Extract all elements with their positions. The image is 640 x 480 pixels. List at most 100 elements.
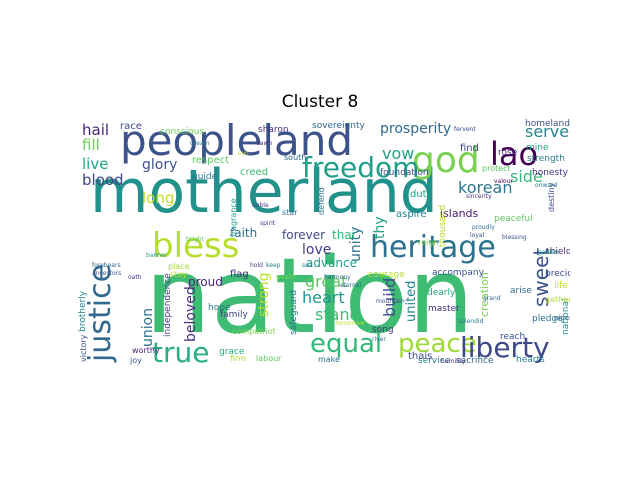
word-compatriot: compatriot — [232, 327, 276, 336]
word-build: build — [380, 278, 399, 317]
word-thais: thais — [408, 351, 432, 362]
word-bless: bless — [152, 226, 239, 266]
word-mine: mine — [526, 143, 549, 153]
word-hold: hold — [250, 262, 263, 269]
word-gather: gather — [545, 295, 570, 304]
word-protect: protect — [482, 164, 511, 173]
word-joy: joy — [129, 356, 142, 365]
word-peaceful: peaceful — [494, 214, 533, 224]
word-accompany: accompany — [432, 268, 485, 278]
word-ancestors: ancestors — [92, 270, 121, 277]
word-islands: islands — [440, 207, 479, 220]
word-rose: rose — [498, 148, 518, 158]
word-great: great — [305, 272, 347, 291]
word-tomorrow: tomorrow — [336, 320, 365, 327]
word-family: family — [220, 310, 248, 320]
word-reign: reign — [418, 238, 438, 247]
word-grand: grand — [483, 295, 501, 302]
word-live: live — [82, 155, 108, 173]
word-bright: bright — [186, 236, 205, 243]
word-proudly: proudly — [472, 224, 495, 231]
word-pledge: pledge — [532, 314, 563, 324]
word-banner: banner — [146, 252, 168, 259]
word-glory: glory — [142, 157, 177, 173]
chart-title: Cluster 8 — [281, 92, 359, 112]
word-thy: thy — [372, 216, 388, 239]
word-serve: serve — [525, 122, 569, 141]
word-forebears: forebears — [92, 262, 121, 269]
word-guide: guide — [192, 172, 218, 182]
word-long: long — [142, 189, 174, 207]
word-peopleland: peopleland — [120, 117, 353, 165]
word-arise: arise — [510, 286, 532, 296]
word-noble: noble — [252, 202, 269, 209]
word-forever: forever — [282, 228, 325, 242]
word-heart: heart — [302, 288, 345, 307]
word-dream: dream — [190, 140, 210, 147]
word-sweet: sweet — [529, 248, 553, 307]
word-equal: equal — [310, 329, 382, 359]
word-master: master — [428, 304, 460, 314]
word-hail: hail — [82, 121, 109, 139]
word-grace: grace — [219, 347, 245, 357]
word-worthy: worthy — [132, 346, 160, 355]
word-blood: blood — [82, 171, 124, 189]
word-union: union — [140, 308, 156, 347]
word-sea: sea — [302, 262, 313, 269]
word-dearly: dearly — [427, 288, 456, 298]
word-thousand: thousand — [438, 205, 448, 247]
word-justice: justice — [83, 264, 118, 363]
word-dawn: dawn — [256, 140, 272, 147]
word-flag: flag — [230, 269, 249, 280]
word-strength: strength — [527, 154, 565, 164]
word-sincerity: sincerity — [466, 193, 492, 200]
word-fragrance: fragrance — [229, 198, 238, 237]
word-star: star — [282, 208, 298, 217]
word-foundation: foundation — [380, 168, 429, 178]
word-fervent: fervent — [454, 126, 476, 133]
word-creation: creation — [478, 272, 491, 317]
word-sun: sun — [238, 150, 249, 157]
word-vow: vow — [382, 144, 414, 163]
word-cloud: motherland nation peopleland god lao freedom b… — [70, 117, 570, 367]
word-precious: precious — [545, 269, 570, 279]
word-song: song — [372, 325, 394, 335]
word-thai: thai — [332, 228, 355, 242]
word-respect: respect — [192, 155, 229, 166]
word-wealth: wealth — [276, 274, 296, 281]
word-side: side — [510, 167, 543, 186]
word-find: find — [460, 143, 479, 154]
word-eternal: eternal — [340, 282, 362, 289]
word-splendid: splendid — [458, 318, 484, 325]
word-hearts: hearts — [516, 355, 545, 365]
word-shield: shield — [545, 247, 570, 257]
word-duty: duty — [410, 189, 433, 200]
word-service: service — [418, 356, 451, 366]
word-love: love — [302, 242, 331, 258]
word-courage: courage — [368, 270, 405, 280]
word-loyal: loyal — [470, 232, 485, 239]
word-faith: faith — [230, 226, 257, 240]
word-victory: victory — [79, 334, 88, 362]
word-proud: proud — [188, 275, 223, 289]
word-god: god — [412, 140, 480, 181]
word-beloved: beloved — [183, 286, 199, 342]
word-korean: korean — [458, 178, 513, 197]
word-make: make — [318, 355, 340, 364]
word-destiny: destiny — [547, 182, 556, 212]
word-safeguard: safeguard — [289, 290, 299, 335]
word-advance: advance — [306, 256, 357, 270]
word-golden: golden — [538, 249, 559, 256]
word-national: national — [561, 299, 570, 335]
word-brotherly: brotherly — [78, 290, 88, 332]
word-blessing: blessing — [502, 234, 527, 241]
word-place: place — [168, 262, 190, 271]
word-peace: peace — [398, 329, 477, 359]
word-heritage: heritage — [370, 230, 496, 265]
word-prosperity: prosperity — [380, 121, 451, 137]
word-aspire: aspire — [396, 209, 427, 220]
word-motherland: motherland — [90, 157, 438, 227]
word-stay: stay — [170, 270, 187, 279]
word-onward: onward — [535, 182, 557, 189]
word-valour: valour — [494, 178, 513, 185]
